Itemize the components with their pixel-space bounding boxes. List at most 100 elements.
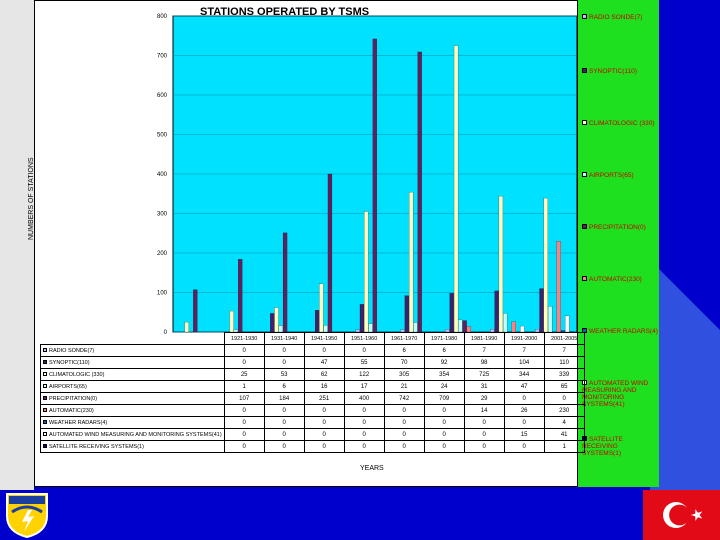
legend-swatch [582,276,587,281]
table-cell: 0 [383,416,425,429]
legend-label: AIRPORTS(65) [589,172,634,179]
table-cell: 1 [543,440,585,453]
table-cell: 725 [463,368,505,381]
table-row: SYNOPTIC(110) 0 0 47 55 70 92 98 104 110 [40,356,585,369]
legend-label: CLIMATOLOGIC (330) [589,120,655,127]
bar [314,310,320,333]
bar [278,325,283,333]
table-cell: 15 [503,428,545,441]
table-cell: 0 [463,428,505,441]
legend-swatch [582,68,587,73]
table-row-label: PRECIPITATION(0) [49,395,98,402]
legend-item: WEATHER RADARS(4) [582,328,658,335]
bar [238,259,243,333]
table-swatch [43,395,47,400]
bar [327,173,333,333]
y-tick-label: 300 [157,212,168,218]
legend-item: PRECIPITATION(0) [582,224,658,231]
bar [539,288,544,333]
bar [368,323,373,333]
table-cell: 0 [303,404,345,417]
table-cell: 709 [423,392,465,405]
table-swatch [43,371,47,376]
legend-swatch [582,172,587,177]
table-cell: 0 [223,440,265,453]
table-cell: 25 [223,368,265,381]
table-cell: 7 [463,344,505,357]
bar [323,325,328,333]
table-cell: 184 [263,392,305,405]
table-corner [41,333,225,345]
table-cell: 1 [223,380,265,393]
table-cell: 0 [343,344,385,357]
table-label-cell: SYNOPTIC(110) [40,356,225,369]
table-label-cell: SATELLITE RECEIVING SYSTEMS(1) [40,440,225,453]
table-cell: 21 [383,380,425,393]
y-axis-label: NUMBERS OF STATIONS [28,157,35,240]
table-cell: 65 [543,380,585,393]
table-cell: 6 [423,344,465,357]
table-row: CLIMATOLOGIC (330) 25 53 62 122 305 354 725 344 3… [40,368,585,381]
bar [535,329,540,333]
table-row: SATELLITE RECEIVING SYSTEMS(1) 0 0 0 0 0 0 0 0 1 [40,440,585,453]
x-tick-label: 1981-1990 [463,332,505,345]
legend-item: RADIO SONDE(7) [582,14,658,21]
bar [184,322,189,333]
table-cell: 0 [223,416,265,429]
x-tick-label: 1991-2000 [503,332,545,345]
y-tick-label: 0 [164,330,168,336]
table-row-label: WEATHER RADARS(4) [49,419,108,426]
table-cell: 0 [503,392,545,405]
table-cell: 0 [343,404,385,417]
table-cell: 0 [263,344,305,357]
table-row-label: AIRPORTS(65) [49,383,87,390]
bar [449,293,454,333]
meteoroloji-logo [6,493,48,538]
legend-label: SATELLITE RECEIVING SYSTEMS(1) [582,436,623,457]
legend-label: RADIO SONDE(7) [589,14,643,21]
bar [372,38,377,333]
table-cell: 0 [303,428,345,441]
legend-label: SYNOPTIC(110) [589,68,637,75]
table-row-label: SYNOPTIC(110) [49,359,90,366]
turkey-flag [643,490,720,540]
table-row: AUTOMATIC(230) 0 0 0 0 0 0 14 26 230 [40,404,585,417]
table-cell: 0 [383,404,425,417]
legend-item: SYNOPTIC(110) [582,68,658,75]
table-cell: 41 [543,428,585,441]
table-cell: 24 [423,380,465,393]
table-cell: 0 [423,428,465,441]
bar [359,304,365,333]
table-cell: 0 [223,428,265,441]
bar [511,321,516,333]
table-cell: 251 [303,392,345,405]
table-cell: 29 [463,392,505,405]
bar [270,313,275,333]
bar [417,51,422,333]
x-tick-label: 1921-1930 [223,332,265,345]
legend-label: AUTOMATIC(230) [589,276,642,283]
table-cell: 47 [303,356,345,369]
left-margin-bar [0,0,34,490]
bar [494,290,499,333]
bar [565,315,570,333]
bar [453,45,459,333]
bar [193,289,198,333]
y-tick-label: 400 [157,172,168,178]
table-cell: 104 [503,356,545,369]
bar [319,283,324,333]
bar [229,310,234,333]
table-label-cell: WEATHER RADARS(4) [40,416,225,429]
bar [458,319,463,333]
table-cell: 0 [303,440,345,453]
legend-swatch [582,328,587,333]
table-row-label: AUTOMATED WIND MEASURING AND MONITORING … [49,431,222,438]
x-tick-label: 1971-1980 [423,332,465,345]
table-cell: 31 [463,380,505,393]
y-tick-label: 200 [157,251,168,257]
table-row-label: CLIMATOLOGIC (330) [49,371,105,378]
bar [282,232,288,333]
bar [503,313,508,333]
bar [548,306,553,333]
